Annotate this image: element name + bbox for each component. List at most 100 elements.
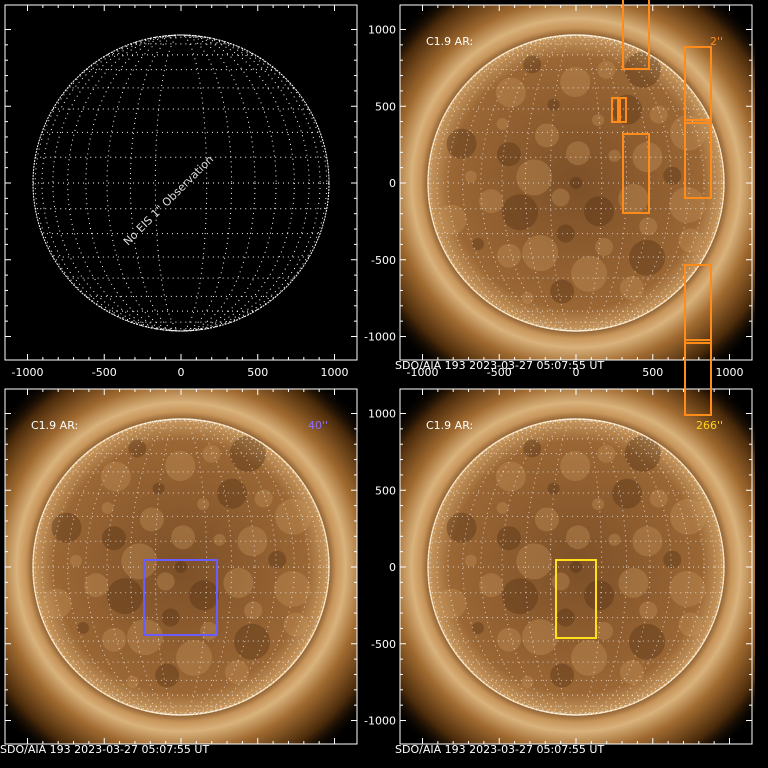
bright-region [121, 543, 158, 580]
observation-box [622, 0, 650, 70]
meridian [85, 418, 277, 716]
x-tick-label: -500 [487, 366, 512, 379]
bright-region [446, 512, 477, 543]
bright-region [663, 166, 682, 185]
bright-region [556, 224, 575, 243]
bright-region [497, 627, 522, 652]
size-label: 266'' [696, 419, 723, 432]
meridian [462, 418, 690, 716]
bright-region [523, 55, 542, 74]
bright-region [436, 204, 467, 235]
panel [32, 34, 330, 332]
y-tick-label: 0 [389, 561, 396, 574]
bright-region [584, 196, 615, 227]
bright-region [102, 627, 127, 652]
bright-region [678, 612, 703, 637]
disk-outline [427, 418, 725, 716]
solar-disk [33, 419, 329, 715]
bright-region [197, 498, 210, 511]
bright-region [608, 533, 621, 546]
bright-region [126, 675, 139, 688]
bright-region [224, 660, 249, 685]
observation-box [684, 46, 712, 124]
meridian [154, 34, 208, 332]
bright-region [649, 105, 668, 124]
observation-box [684, 339, 712, 416]
bright-region [495, 77, 526, 108]
bright-region [254, 489, 273, 508]
bright-region [275, 498, 312, 535]
meridian [67, 34, 295, 332]
bright-region [678, 228, 703, 253]
bright-region [516, 543, 553, 580]
bright-region [584, 580, 615, 611]
disk-outline [427, 34, 725, 332]
bright-region [521, 675, 534, 688]
bright-region [560, 66, 591, 97]
bright-region [101, 502, 114, 515]
bright-region [496, 502, 509, 515]
bright-region [472, 237, 485, 250]
bright-region [496, 526, 521, 551]
bright-region [534, 507, 559, 532]
observation-box [611, 97, 619, 123]
region-label: C1.9 AR: [426, 419, 473, 432]
bright-region [571, 639, 608, 676]
y-tick-label: -1000 [364, 331, 396, 344]
bright-region [618, 567, 649, 598]
bright-region [556, 608, 575, 627]
bright-region [669, 186, 706, 223]
bright-region [550, 663, 575, 688]
x-tick-label: -500 [92, 366, 117, 379]
footer: SDO/AIA 193 2023-03-27 05:07:55 UT [0, 743, 209, 756]
bright-region [547, 98, 560, 111]
meridian [154, 418, 208, 716]
disk-outline [32, 418, 330, 716]
y-tick-label: -500 [371, 638, 396, 651]
bright-region [161, 608, 180, 627]
bright-region [237, 526, 268, 557]
bright-region [244, 601, 263, 620]
footer: SDO/AIA 193 2023-03-27 05:07:55 UT [395, 743, 604, 756]
bright-region [223, 567, 254, 598]
observation-box [143, 559, 218, 636]
bright-region [551, 188, 570, 207]
panel [400, 389, 755, 744]
region-label: C1.9 AR: [426, 35, 473, 48]
bright-region [522, 619, 559, 656]
bright-region [632, 526, 663, 557]
meridian [52, 34, 310, 332]
bright-region [612, 478, 643, 509]
bright-region [106, 578, 143, 615]
bright-region [436, 588, 467, 619]
size-label: 40'' [308, 419, 328, 432]
bright-region [629, 239, 666, 276]
bright-region [663, 550, 682, 569]
bright-region [501, 194, 538, 231]
bright-region [496, 118, 509, 131]
bright-region [479, 573, 504, 598]
meridian [447, 34, 705, 332]
solar-disk [428, 419, 724, 715]
panel [400, 5, 755, 360]
bright-region [639, 217, 658, 236]
bright-region [570, 177, 582, 189]
meridian [462, 34, 690, 332]
bright-region [571, 255, 608, 292]
solar-disk [428, 35, 724, 331]
y-tick-label: 500 [375, 484, 396, 497]
bright-region [472, 621, 485, 634]
observation-box [684, 264, 712, 344]
x-tick-label: 1000 [716, 366, 744, 379]
bright-region [523, 439, 542, 458]
meridian [549, 34, 603, 332]
y-tick-label: -1000 [364, 715, 396, 728]
bright-region [156, 572, 175, 591]
bright-region [595, 237, 614, 256]
bright-region [612, 94, 643, 125]
bright-region [547, 482, 560, 495]
bright-region [479, 189, 504, 214]
y-tick-label: -500 [371, 254, 396, 267]
